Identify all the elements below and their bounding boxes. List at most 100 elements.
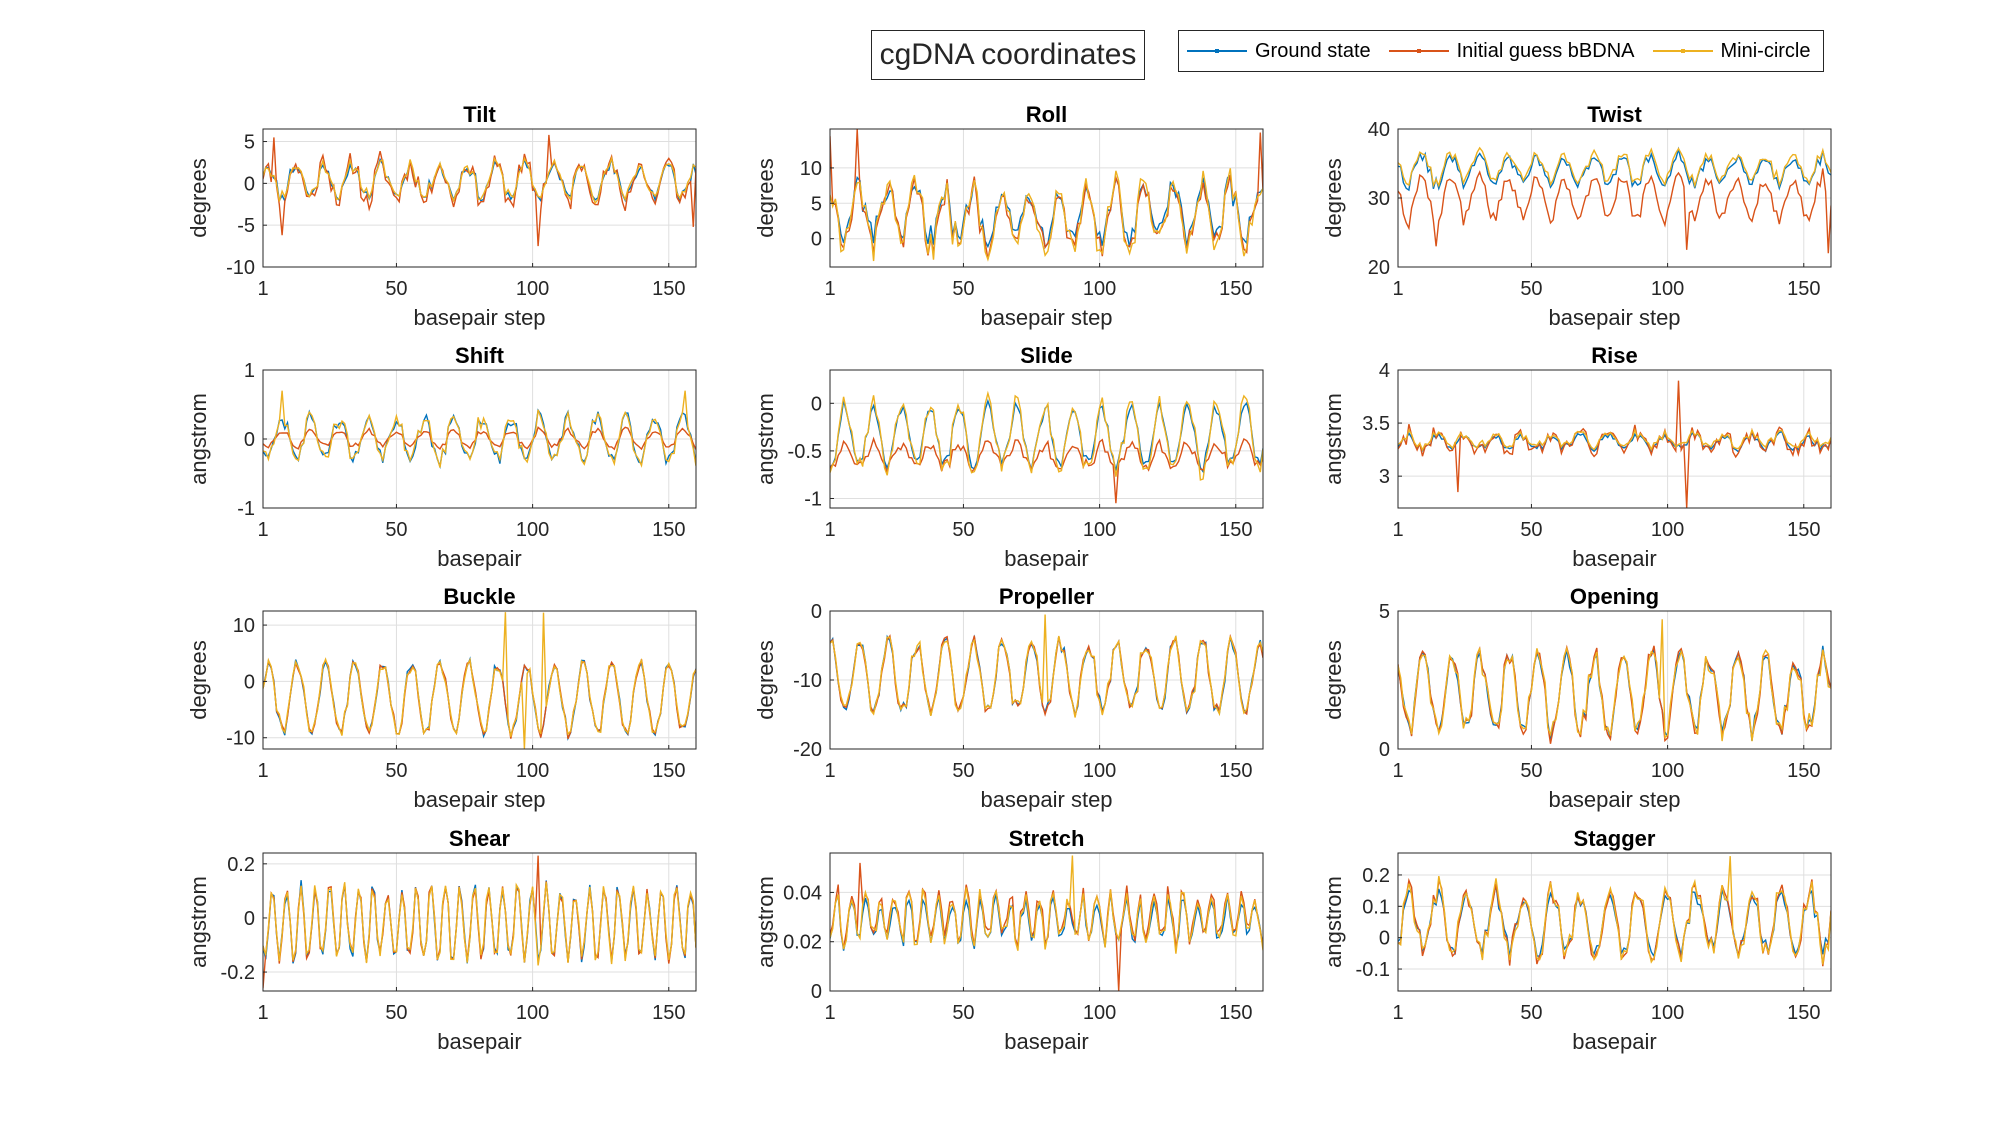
y-tick-label: -5 [237, 215, 255, 237]
y-tick-label: 0.2 [227, 854, 255, 876]
x-tick-label: 150 [1219, 519, 1252, 541]
subplot-title: Rise [1591, 343, 1637, 368]
x-tick-label: 100 [1651, 1002, 1684, 1024]
plot-area [1398, 853, 1831, 991]
series-group [1398, 619, 1831, 744]
series-group [263, 855, 696, 989]
subplot-title: Slide [1020, 343, 1073, 368]
series-line-initial-guess-bbdna [1398, 168, 1831, 254]
axes-box [1397, 852, 1832, 992]
x-tick-label: 50 [385, 519, 407, 541]
plot-area [830, 370, 1263, 508]
x-tick-label: 1 [257, 519, 268, 541]
x-tick-label: 100 [1083, 519, 1116, 541]
series-group [830, 129, 1263, 262]
y-axis-label: degrees [186, 640, 211, 720]
x-tick-label: 150 [652, 760, 685, 782]
legend-entry-mini-circle: Mini-circle [1652, 39, 1811, 63]
subplot-stagger: 1 50 100 150-0.100.10.2Staggerbasepairangst… [1321, 826, 1832, 1054]
y-axis-label: degrees [186, 158, 211, 238]
y-tick-label: 0 [811, 393, 822, 415]
subplot-title: Tilt [463, 102, 496, 127]
series-line-mini-circle [263, 390, 696, 468]
y-tick-label: -10 [226, 728, 255, 750]
legend-label-mini-circle: Mini-circle [1720, 39, 1811, 62]
x-tick-label: 1 [824, 1002, 835, 1024]
y-axis-label: degrees [1321, 158, 1346, 238]
x-axis-label: basepair step [1548, 787, 1680, 812]
y-tick-label: 0 [1379, 739, 1390, 761]
y-tick-label: -0.2 [221, 962, 255, 984]
series-line-mini-circle [830, 168, 1263, 262]
y-tick-label: 0 [811, 981, 822, 1003]
y-tick-label: 0.02 [783, 932, 822, 954]
x-tick-label: 150 [1219, 1002, 1252, 1024]
x-tick-label: 100 [1651, 519, 1684, 541]
legend-entry-ground-state: Ground state [1187, 40, 1371, 63]
y-tick-label: 0.2 [1362, 865, 1390, 887]
axes-box [829, 128, 1264, 268]
subplot-title: Stagger [1574, 826, 1656, 851]
x-tick-label: 100 [1083, 278, 1116, 300]
series-group [1398, 856, 1831, 967]
x-tick-label: 50 [385, 1002, 407, 1024]
x-tick-label: 50 [1520, 1002, 1542, 1024]
x-tick-label: 150 [1787, 1002, 1820, 1024]
series-group [263, 134, 696, 247]
x-tick-label: 50 [952, 760, 974, 782]
y-tick-label: -1 [804, 488, 822, 510]
series-line-mini-circle [263, 612, 696, 749]
y-tick-label: 5 [811, 193, 822, 215]
x-tick-label: 50 [385, 278, 407, 300]
x-tick-label: 1 [257, 1002, 268, 1024]
y-tick-label: 20 [1368, 257, 1390, 279]
y-tick-label: 3.5 [1362, 413, 1390, 435]
x-tick-label: 50 [1520, 278, 1542, 300]
x-tick-label: 1 [257, 278, 268, 300]
y-tick-label: 0 [244, 671, 255, 693]
x-tick-label: 50 [1520, 519, 1542, 541]
x-tick-label: 150 [1219, 760, 1252, 782]
x-tick-label: 150 [652, 519, 685, 541]
x-tick-label: 100 [1651, 278, 1684, 300]
x-tick-label: 1 [1392, 760, 1403, 782]
subplot-stretch: 1 50 100 15000.020.04Stretchbasepairangstro… [753, 826, 1264, 1054]
series-line-mini-circle [263, 155, 696, 205]
legend-swatch-mini-circle [1652, 49, 1713, 53]
subplot-title: Twist [1587, 102, 1642, 127]
x-tick-label: 50 [952, 519, 974, 541]
x-axis-label: basepair [1572, 1029, 1656, 1054]
y-tick-label: 0 [811, 229, 822, 251]
x-tick-label: 100 [1651, 760, 1684, 782]
axes-box [1397, 369, 1832, 509]
series-group [1398, 380, 1831, 508]
series-line-mini-circle [830, 855, 1263, 954]
series-line-mini-circle [263, 882, 696, 966]
axes-box [829, 369, 1264, 509]
x-axis-label: basepair step [980, 787, 1112, 812]
x-tick-label: 150 [1219, 278, 1252, 300]
y-axis-label: degrees [753, 640, 778, 720]
y-tick-label: -10 [793, 670, 822, 692]
y-tick-label: 0.04 [783, 882, 822, 904]
legend-swatch-ground-state [1187, 49, 1247, 53]
y-tick-label: 1 [244, 360, 255, 382]
axes-box [262, 610, 697, 750]
series-group [263, 612, 696, 749]
x-tick-label: 150 [652, 278, 685, 300]
x-tick-label: 1 [257, 760, 268, 782]
y-tick-label: 10 [233, 615, 255, 637]
y-tick-label: 0 [244, 173, 255, 195]
axes-box [262, 852, 697, 992]
x-tick-label: 1 [824, 519, 835, 541]
subplot-title: Roll [1026, 102, 1068, 127]
series-line-mini-circle [830, 614, 1263, 718]
y-tick-label: 4 [1379, 360, 1390, 382]
y-tick-label: 5 [244, 132, 255, 154]
x-tick-label: 50 [1520, 760, 1542, 782]
y-axis-label: angstrom [186, 393, 211, 485]
x-tick-label: 100 [1083, 1002, 1116, 1024]
